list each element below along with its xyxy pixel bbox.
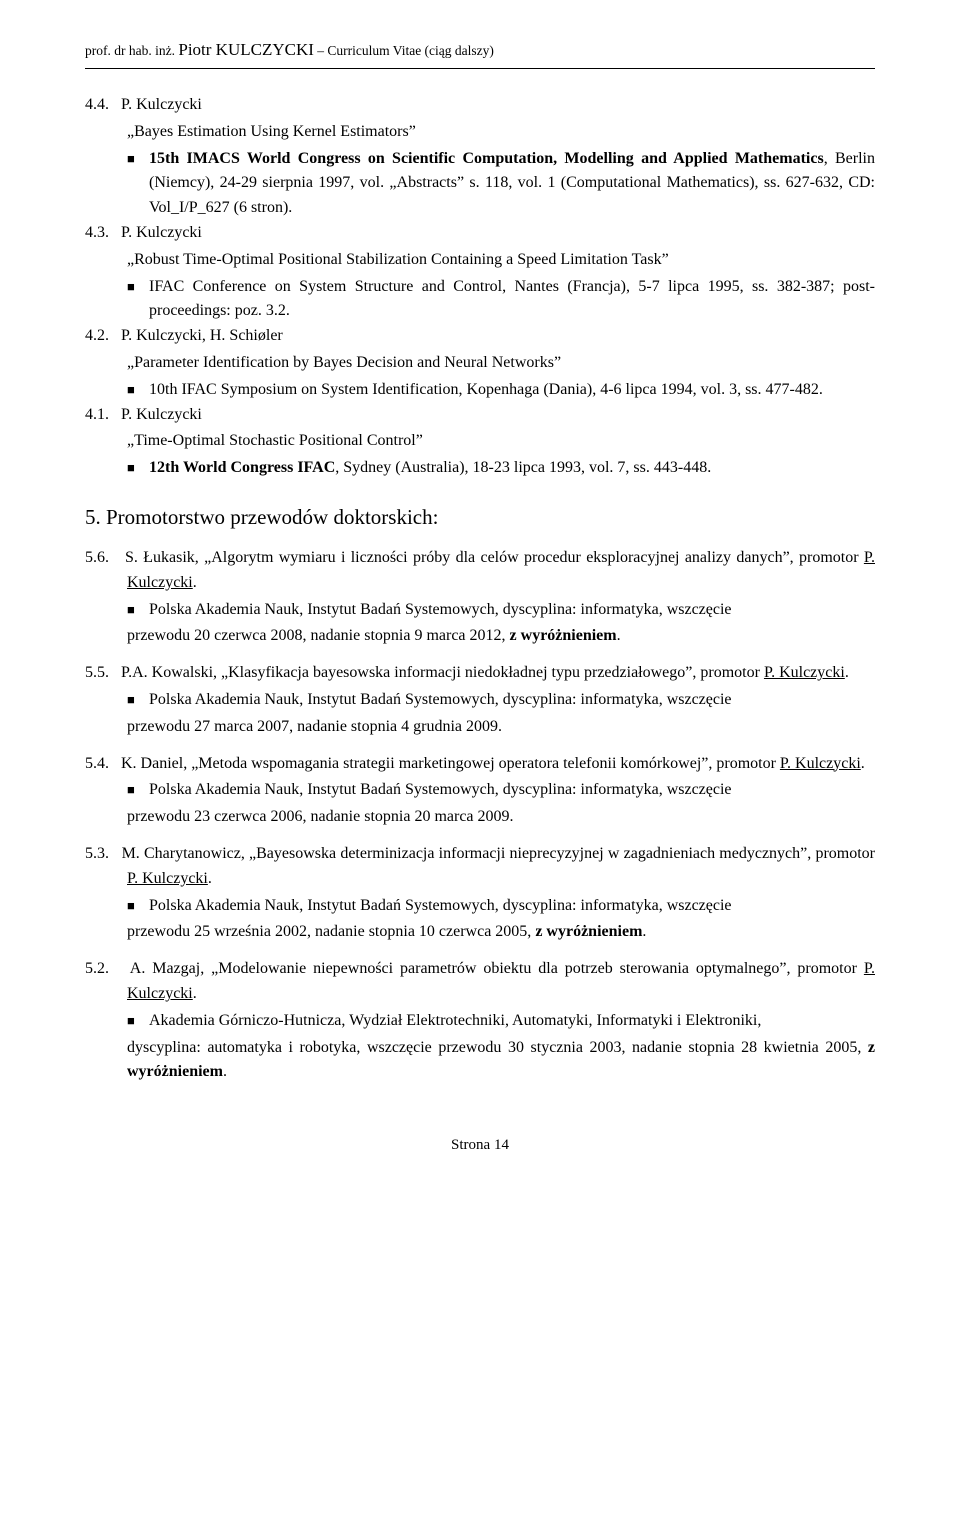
doctoral-bullet: Polska Akademia Nauk, Instytut Badań Sys… <box>85 598 875 623</box>
doctoral-bullet: Polska Akademia Nauk, Instytut Badań Sys… <box>85 688 875 713</box>
doctoral-head: 5.3. M. Charytanowicz, „Bayesowska deter… <box>85 842 875 892</box>
doctoral-bullet: Akademia Górniczo-Hutnicza, Wydział Elek… <box>85 1009 875 1034</box>
doctoral-tail: przewodu 25 września 2002, nadanie stopn… <box>85 920 875 945</box>
entry-bullet: 10th IFAC Symposium on System Identifica… <box>85 378 875 403</box>
entry-head: 4.2. P. Kulczycki, H. Schiøler <box>85 324 875 349</box>
entry-num: 4.3. <box>85 224 109 241</box>
doctoral-bullet: Polska Akademia Nauk, Instytut Badań Sys… <box>85 778 875 803</box>
entry-num: 4.4. <box>85 96 109 113</box>
page-footer: Strona 14 <box>85 1137 875 1154</box>
header-prefix: prof. dr hab. inż. <box>85 43 178 58</box>
doctoral-bullet: Polska Akademia Nauk, Instytut Badań Sys… <box>85 894 875 919</box>
doctoral-num: 5.4. <box>85 755 109 772</box>
doctoral-head: 5.5. P.A. Kowalski, „Klasyfikacja bayeso… <box>85 661 875 686</box>
header-rule <box>85 68 875 69</box>
doctoral-head: 5.6. S. Łukasik, „Algorytm wymiaru i lic… <box>85 546 875 596</box>
doctoral-num: 5.6. <box>85 549 109 566</box>
entry-bullet: 15th IMACS World Congress on Scientific … <box>85 147 875 221</box>
doctoral-head: 5.4. K. Daniel, „Metoda wspomagania stra… <box>85 752 875 777</box>
header-suffix: – Curriculum Vitae (ciąg dalszy) <box>314 43 494 58</box>
doctoral-tail: przewodu 27 marca 2007, nadanie stopnia … <box>85 715 875 740</box>
entry-head: 4.1. P. Kulczycki <box>85 403 875 428</box>
entry-bullet: IFAC Conference on System Structure and … <box>85 275 875 325</box>
entry-head: 4.3. P. Kulczycki <box>85 221 875 246</box>
entry-num: 4.1. <box>85 406 109 423</box>
entry-bullet: 12th World Congress IFAC, Sydney (Austra… <box>85 456 875 481</box>
section-title: 5. Promotorstwo przewodów doktorskich: <box>85 505 875 530</box>
doctoral-head: 5.2. A. Mazgaj, „Modelowanie niepewności… <box>85 957 875 1007</box>
doctoral-num: 5.2. <box>85 960 109 977</box>
doctoral-num: 5.5. <box>85 664 109 681</box>
entry-num: 4.2. <box>85 327 109 344</box>
entry-title: „Robust Time-Optimal Positional Stabiliz… <box>85 248 875 273</box>
doctoral-num: 5.3. <box>85 845 109 862</box>
doctoral-tail: przewodu 20 czerwca 2008, nadanie stopni… <box>85 624 875 649</box>
entry-head: 4.4. P. Kulczycki <box>85 93 875 118</box>
doctoral-tail: przewodu 23 czerwca 2006, nadanie stopni… <box>85 805 875 830</box>
header-name: Piotr KULCZYCKI <box>178 40 314 59</box>
doctoral-tail: dyscyplina: automatyka i robotyka, wszcz… <box>85 1036 875 1086</box>
entry-title: „Parameter Identification by Bayes Decis… <box>85 351 875 376</box>
entry-title: „Time-Optimal Stochastic Positional Cont… <box>85 429 875 454</box>
page-header: prof. dr hab. inż. Piotr KULCZYCKI – Cur… <box>85 40 875 60</box>
entry-title: „Bayes Estimation Using Kernel Estimator… <box>85 120 875 145</box>
